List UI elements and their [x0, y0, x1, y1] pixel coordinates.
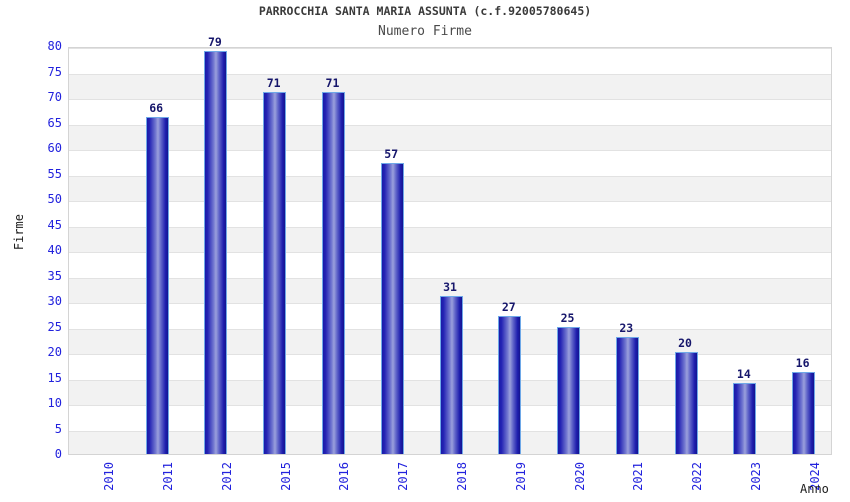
x-axis-ticks: 2010 2011 2012 2015 2016 2017 2018 2019 2020 2021… — [68, 462, 832, 502]
bar-value-label: 71 — [325, 75, 340, 90]
bar — [733, 382, 757, 454]
bar-value-label: 57 — [384, 147, 399, 162]
bar-value-label: 79 — [207, 35, 222, 50]
gridline — [69, 252, 831, 253]
y-tick-label: 40 — [47, 243, 62, 257]
y-tick-label: 75 — [47, 64, 62, 79]
x-tick-label: 2017 — [396, 462, 411, 491]
bar — [557, 326, 581, 454]
gridline — [69, 99, 831, 100]
y-tick-label: 30 — [47, 294, 62, 308]
y-tick-label: 60 — [47, 141, 62, 155]
y-tick-label: 0 — [54, 447, 62, 461]
y-axis-title: Firme — [12, 214, 26, 251]
y-axis-ticks: 0 5 10 15 20 25 30 35 40 45 50 55 60 65 70 75 80 — [0, 39, 62, 461]
chart-title: PARROCCHIA SANTA MARIA ASSUNTA (c.f.9200… — [258, 4, 592, 18]
gridline — [69, 74, 831, 75]
x-tick-label: 2021 — [631, 462, 646, 491]
x-tick-label: 2019 — [513, 462, 528, 491]
bar — [263, 91, 287, 454]
x-tick-label: 2010 — [102, 462, 117, 491]
y-tick-label: 20 — [47, 345, 62, 359]
y-tick-label: 45 — [47, 217, 62, 232]
bar-value-label: 20 — [678, 336, 692, 350]
bar — [380, 163, 404, 454]
bar — [204, 51, 228, 454]
gridline — [69, 125, 831, 126]
x-tick-label: 2018 — [455, 462, 469, 491]
bar-value-label: 27 — [501, 300, 516, 315]
grid-band — [69, 226, 831, 252]
gridline — [69, 48, 831, 49]
y-tick-label: 5 — [54, 421, 62, 436]
bar-value-label: 23 — [619, 320, 634, 335]
chart-subtitle: Numero Firme — [378, 24, 472, 39]
x-tick-label: 2016 — [337, 462, 352, 491]
bar — [498, 316, 522, 454]
gridline — [69, 278, 831, 279]
bar — [792, 372, 816, 454]
plot-area — [68, 47, 832, 455]
gridline — [69, 176, 831, 177]
bar — [674, 352, 698, 454]
gridline — [69, 227, 831, 228]
bar-value-label: 31 — [443, 279, 457, 294]
y-tick-label: 35 — [47, 268, 62, 283]
grid-band — [69, 124, 831, 150]
bar-value-label: 25 — [560, 310, 575, 325]
bar-value-label: 16 — [795, 356, 810, 371]
y-tick-label: 10 — [47, 396, 62, 410]
grid-band — [69, 73, 831, 99]
x-tick-label: 2011 — [161, 462, 176, 491]
bar-value-label: 66 — [149, 101, 164, 116]
grid-band — [69, 175, 831, 201]
x-tick-label: 2012 — [219, 462, 234, 491]
bar — [439, 295, 463, 454]
y-tick-label: 50 — [47, 192, 62, 206]
x-tick-label: 2020 — [572, 462, 587, 491]
bar-value-label: 71 — [266, 75, 281, 90]
y-tick-label: 25 — [47, 319, 62, 334]
gridline — [69, 150, 831, 151]
bar-value-label: 14 — [736, 366, 751, 381]
bar — [615, 336, 639, 454]
gridline — [69, 201, 831, 202]
x-tick-label: 2023 — [748, 462, 763, 491]
y-tick-label: 70 — [47, 90, 62, 104]
y-tick-label: 55 — [47, 166, 62, 181]
y-tick-label: 65 — [47, 115, 62, 130]
x-axis-title: Anno — [800, 482, 829, 496]
x-tick-label: 2015 — [278, 462, 293, 491]
y-tick-label: 80 — [47, 39, 62, 53]
bar — [321, 91, 345, 454]
y-tick-label: 15 — [47, 370, 62, 385]
bar — [145, 117, 169, 454]
x-tick-label: 2022 — [690, 462, 705, 491]
